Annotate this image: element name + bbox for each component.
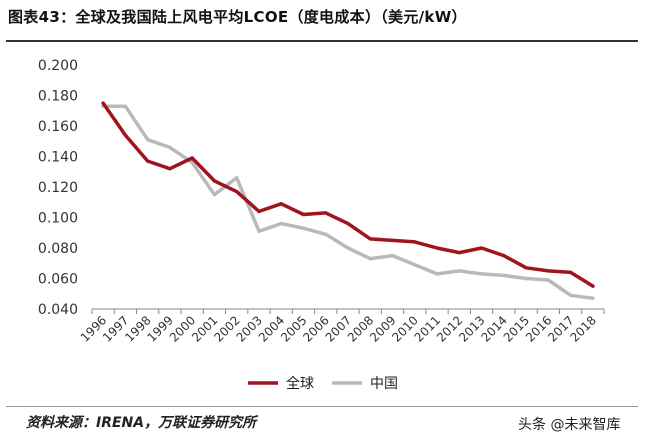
y-tick-label: 0.120 bbox=[38, 180, 78, 196]
y-tick-label: 0.160 bbox=[38, 119, 78, 135]
source-note: 资料来源：IRENA，万联证券研究所 bbox=[26, 415, 257, 431]
data-point-china bbox=[457, 269, 461, 273]
y-tick-label: 0.140 bbox=[38, 150, 78, 166]
data-point-global bbox=[101, 101, 105, 105]
y-tick-label: 0.040 bbox=[38, 302, 78, 318]
data-point-global bbox=[279, 202, 283, 206]
chart-series bbox=[101, 101, 595, 301]
y-tick-label: 0.080 bbox=[38, 241, 78, 257]
data-point-global bbox=[190, 156, 194, 160]
data-point-china bbox=[569, 293, 573, 297]
data-point-china bbox=[524, 276, 528, 281]
watermark-label: 头条 @未来智库 bbox=[518, 417, 621, 433]
data-point-global bbox=[168, 167, 172, 171]
data-point-global bbox=[546, 269, 550, 273]
data-point-global bbox=[301, 212, 306, 217]
data-point-global bbox=[479, 246, 484, 250]
data-point-china bbox=[413, 263, 417, 267]
data-point-global bbox=[123, 133, 127, 137]
data-point-china bbox=[479, 272, 484, 276]
chart-title: 图表43：全球及我国陆上风电平均LCOE（度电成本）（美元/kW） bbox=[8, 8, 467, 26]
y-tick-label: 0.100 bbox=[38, 211, 78, 227]
data-point-global bbox=[457, 250, 461, 255]
y-tick-label: 0.060 bbox=[38, 272, 78, 288]
source-divider bbox=[6, 406, 638, 407]
data-point-china bbox=[390, 254, 395, 258]
data-point-global bbox=[235, 189, 239, 194]
data-point-china bbox=[190, 161, 194, 165]
data-point-global bbox=[324, 211, 328, 215]
chart-axes bbox=[91, 308, 605, 314]
legend-label: 中国 bbox=[370, 376, 398, 392]
data-point-global bbox=[146, 159, 150, 163]
data-point-global bbox=[524, 266, 528, 270]
data-point-china bbox=[546, 278, 550, 282]
data-point-global bbox=[502, 254, 506, 258]
data-point-china bbox=[279, 222, 283, 226]
data-point-global bbox=[212, 179, 217, 183]
data-point-china bbox=[502, 273, 506, 278]
series-line-china bbox=[101, 104, 595, 301]
series-line-global bbox=[101, 101, 595, 288]
data-point-china bbox=[591, 296, 595, 300]
data-point-china bbox=[168, 145, 172, 149]
legend-label: 全球 bbox=[286, 375, 314, 392]
data-point-global bbox=[435, 246, 439, 250]
y-tick-labels: 0.200 0.180 0.160 0.140 0.120 0.100 0.080 0.060… bbox=[38, 58, 78, 318]
data-point-global bbox=[257, 209, 261, 213]
data-point-china bbox=[368, 257, 372, 261]
y-tick-label: 0.200 bbox=[38, 58, 78, 74]
data-point-china bbox=[346, 246, 350, 250]
data-point-china bbox=[257, 229, 261, 233]
data-point-global bbox=[368, 237, 372, 241]
data-point-china bbox=[212, 193, 217, 197]
data-point-china bbox=[146, 138, 150, 142]
title-divider bbox=[6, 40, 638, 42]
data-point-china bbox=[324, 232, 328, 236]
x-tick-labels: 1996199719981999200020012002200320042005… bbox=[78, 313, 599, 344]
data-point-global bbox=[390, 238, 395, 242]
data-point-global bbox=[346, 222, 350, 226]
y-tick-label: 0.180 bbox=[38, 89, 78, 105]
chart-legend: 全球 中国 bbox=[248, 375, 398, 392]
x-tick-label: 2018 bbox=[567, 313, 598, 344]
data-point-china bbox=[235, 176, 239, 180]
data-point-china bbox=[435, 272, 439, 276]
data-point-global bbox=[413, 240, 417, 244]
data-point-global bbox=[591, 284, 595, 288]
data-point-china bbox=[301, 226, 306, 230]
data-point-global bbox=[569, 270, 573, 274]
data-point-china bbox=[123, 104, 127, 108]
